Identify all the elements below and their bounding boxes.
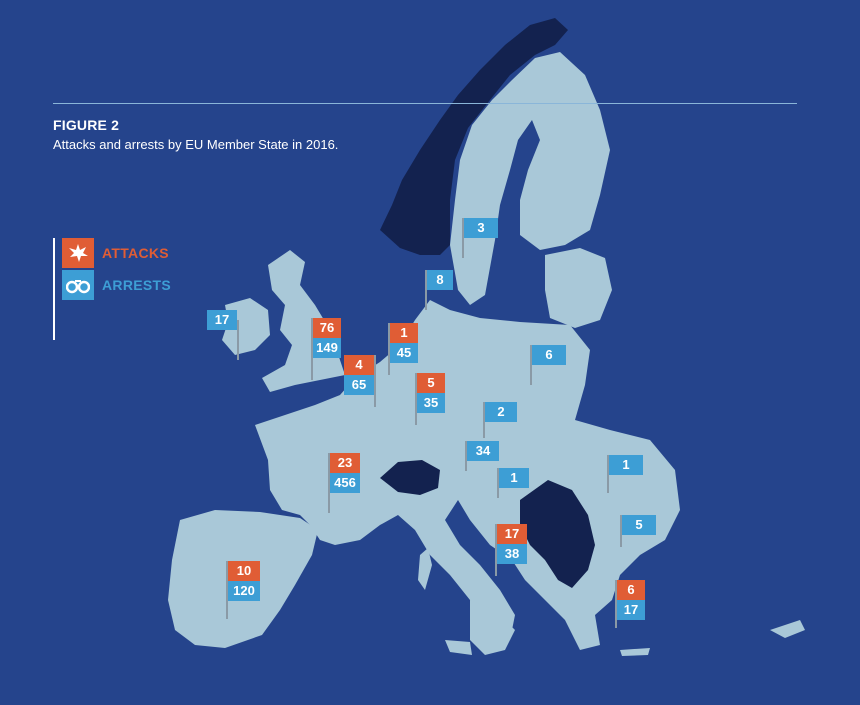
arrests-value: 45 — [390, 343, 418, 363]
arrests-value: 8 — [427, 270, 453, 290]
switzerland-shape — [380, 460, 440, 495]
norway-shape — [380, 18, 568, 255]
arrests-value: 120 — [228, 581, 260, 601]
arrests-value: 456 — [330, 473, 360, 493]
attacks-value: 10 — [228, 561, 260, 581]
arrests-value: 65 — [344, 375, 374, 395]
balkans-shape — [520, 480, 595, 588]
arrests-value: 2 — [485, 402, 517, 422]
legend-arrests: ARRESTS — [62, 270, 171, 300]
arrests-value: 6 — [532, 345, 566, 365]
arrests-value: 38 — [497, 544, 527, 564]
explosion-icon — [62, 238, 94, 268]
attacks-value: 5 — [417, 373, 445, 393]
attacks-value: 6 — [617, 580, 645, 600]
figure-subtitle: Attacks and arrests by EU Member State i… — [53, 137, 339, 152]
attacks-value: 76 — [313, 318, 341, 338]
islands-shape — [418, 548, 805, 656]
figure-label: FIGURE 2 — [53, 117, 120, 133]
arrests-value: 3 — [464, 218, 498, 238]
handcuffs-icon — [62, 270, 94, 300]
arrests-value: 35 — [417, 393, 445, 413]
arrests-value: 5 — [622, 515, 656, 535]
arrests-value: 1 — [609, 455, 643, 475]
baltics-shape — [545, 248, 612, 328]
legend-divider — [53, 238, 55, 340]
attacks-value: 23 — [330, 453, 360, 473]
attacks-value: 17 — [497, 524, 527, 544]
italy-south-shape — [470, 600, 515, 655]
arrests-value: 17 — [617, 600, 645, 620]
arrests-value: 1 — [499, 468, 529, 488]
arrests-value: 17 — [207, 310, 237, 330]
nordic-eu-shape — [450, 52, 610, 305]
header-rule — [53, 103, 797, 104]
legend-attacks-label: ATTACKS — [102, 245, 169, 261]
attacks-value: 4 — [344, 355, 374, 375]
attacks-value: 1 — [390, 323, 418, 343]
arrests-value: 149 — [313, 338, 341, 358]
legend-arrests-label: ARRESTS — [102, 277, 171, 293]
legend-attacks: ATTACKS — [62, 238, 169, 268]
arrests-value: 34 — [467, 441, 499, 461]
